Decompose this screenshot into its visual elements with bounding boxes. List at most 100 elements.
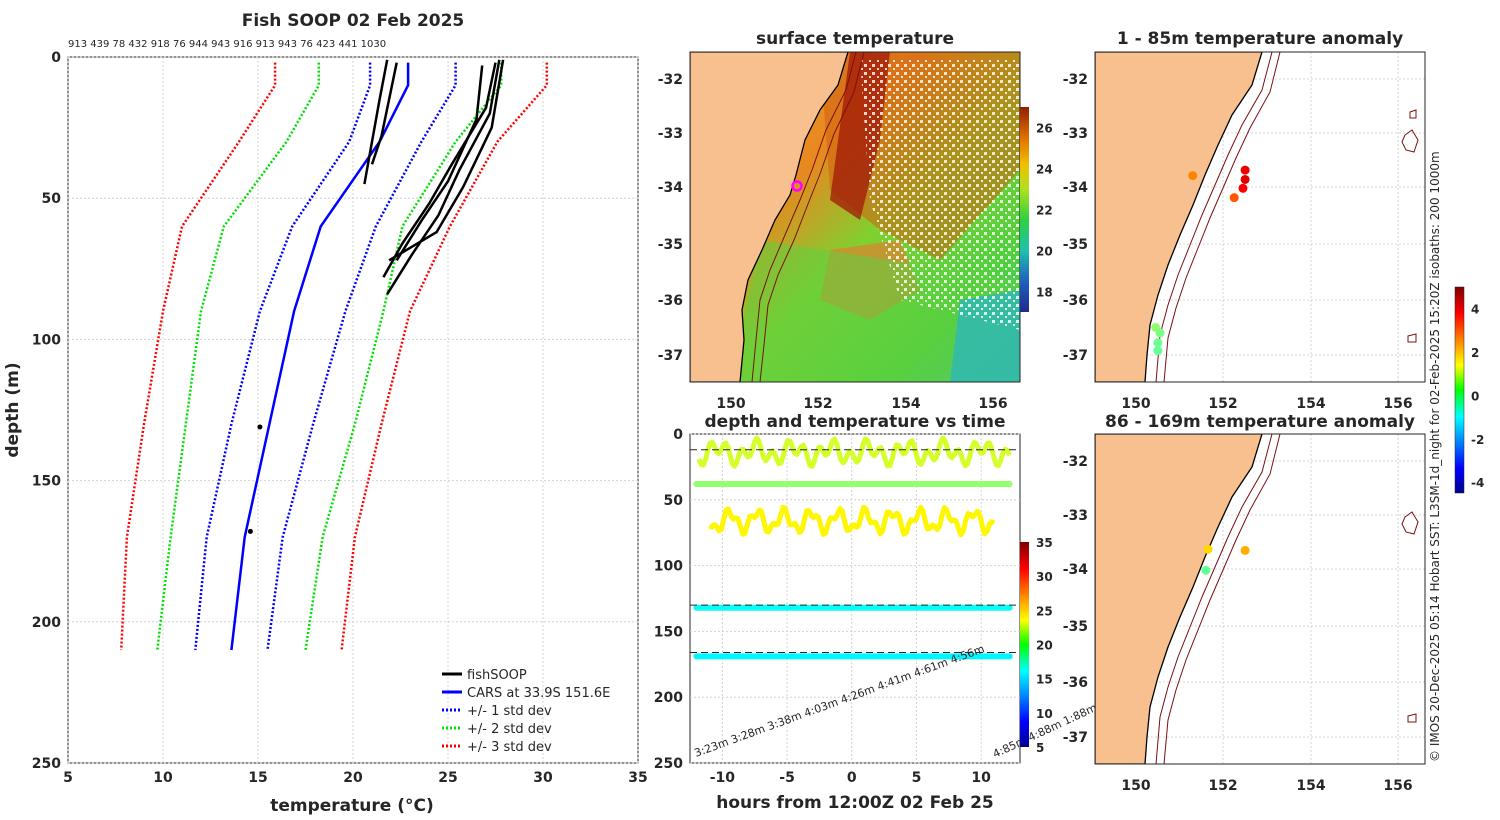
anomaly-ytick-label: -37 bbox=[1063, 730, 1088, 746]
legend-label-std3: +/- 3 std dev bbox=[467, 740, 552, 755]
time-colorbar-label: 25 bbox=[1036, 604, 1053, 618]
anomaly-xtick-label: 150 bbox=[1121, 778, 1150, 794]
time-title: depth and temperature vs time bbox=[705, 412, 1006, 432]
anomaly-xtick-label: 156 bbox=[1383, 778, 1412, 794]
anomaly-point bbox=[1155, 328, 1165, 338]
anomaly-shallow-axes-box bbox=[1094, 51, 1426, 383]
sst-colorbar-ticks: 26 24 22 20 18 bbox=[1036, 122, 1053, 300]
anomaly-deep-map bbox=[1095, 434, 1419, 764]
profile-xtick-label: 10 bbox=[153, 770, 173, 786]
anomaly-ytick-label: -32 bbox=[1063, 72, 1088, 88]
time-xtick-label: 10 bbox=[971, 770, 991, 786]
profile-xtick-label: 35 bbox=[628, 770, 647, 786]
legend-label-fishsoop: fishSOOP bbox=[467, 668, 527, 683]
profile-xtick-label: 30 bbox=[533, 770, 553, 786]
anomaly-colorbar-label: -2 bbox=[1471, 433, 1484, 447]
anomaly-shallow-isobath-1000 bbox=[1163, 52, 1281, 382]
anomaly-xtick-label: 150 bbox=[1121, 396, 1150, 412]
sst-colorbar-label: 24 bbox=[1036, 163, 1053, 177]
sst-map-panel: surface temperature 150 152 154 156 -32 -33 -3… bbox=[658, 29, 1053, 412]
profile-ytick-label: 150 bbox=[32, 474, 61, 490]
profile-xlabel: temperature (°C) bbox=[270, 796, 434, 816]
sst-land bbox=[690, 52, 849, 382]
profile-series-line bbox=[194, 62, 372, 651]
time-xlabel: hours from 12:00Z 02 Feb 25 bbox=[716, 793, 994, 813]
profile-ticks: 5 10 15 20 25 30 35 0 50 100 150 200 250 bbox=[32, 50, 648, 786]
time-colorbar-label: 10 bbox=[1036, 707, 1053, 721]
anomaly-ytick-label: -33 bbox=[1063, 508, 1088, 524]
sst-location-marker bbox=[791, 180, 803, 192]
profile-ytick-label: 250 bbox=[32, 756, 61, 772]
time-mid-trace bbox=[708, 504, 996, 538]
anomaly-deep-title: 86 - 169m temperature anomaly bbox=[1105, 412, 1415, 432]
sst-cloud-mask bbox=[860, 60, 1020, 330]
fishsoop-profile bbox=[382, 62, 497, 278]
anomaly-colorbar bbox=[1454, 286, 1465, 494]
anomaly-point bbox=[1240, 165, 1250, 175]
sst-title: surface temperature bbox=[756, 29, 954, 49]
sst-ytick-label: -33 bbox=[658, 126, 683, 142]
anomaly-point bbox=[1188, 171, 1198, 181]
sst-colorbar-label: 22 bbox=[1036, 204, 1053, 218]
time-data bbox=[690, 435, 1020, 660]
time-xtick-label: 5 bbox=[912, 770, 922, 786]
time-ytick-label: 150 bbox=[654, 624, 683, 640]
profile-series bbox=[119, 59, 549, 651]
time-axes-box bbox=[689, 433, 1021, 764]
legend-label-std1: +/- 1 std dev bbox=[467, 704, 552, 719]
anomaly-colorbar-label: 4 bbox=[1471, 303, 1479, 317]
anomaly-xtick-label: 154 bbox=[1296, 778, 1325, 794]
profile-panel: 5 10 15 20 25 30 35 0 50 100 150 200 250 Fish SOOP 0… bbox=[3, 11, 648, 816]
sst-colorbar bbox=[1020, 107, 1029, 312]
time-colorbar-label: 20 bbox=[1036, 639, 1053, 653]
sst-map-image bbox=[690, 52, 1020, 382]
fishsoop-profile bbox=[363, 59, 389, 185]
fishsoop-point bbox=[247, 528, 253, 534]
profile-ytick-label: 200 bbox=[32, 615, 61, 631]
sst-ytick-label: -35 bbox=[658, 237, 683, 253]
anomaly-ytick-label: -36 bbox=[1063, 675, 1088, 691]
anomaly-shallow-panel: 1 - 85m temperature anomaly 150 152 154 156… bbox=[1063, 29, 1426, 412]
sst-ytick-label: -37 bbox=[658, 348, 683, 364]
anomaly-shallow-seamount-a bbox=[1401, 129, 1419, 153]
legend-label-std2: +/- 2 std dev bbox=[467, 722, 552, 737]
anomaly-point bbox=[1201, 565, 1211, 575]
anomaly-shallow-isobath-200 bbox=[1155, 52, 1273, 382]
sst-ytick-label: -32 bbox=[658, 72, 683, 88]
anomaly-point bbox=[1153, 346, 1163, 356]
time-colorbar-label: 15 bbox=[1036, 673, 1053, 687]
sst-xtick-label: 152 bbox=[803, 396, 832, 412]
time-colorbar-label: 35 bbox=[1036, 536, 1053, 550]
profile-series-line bbox=[156, 62, 321, 651]
anomaly-deep-isobath-200 bbox=[1155, 434, 1273, 764]
sst-ytick-label: -36 bbox=[658, 293, 683, 309]
anomaly-shallow-seamount-b bbox=[1409, 109, 1417, 119]
fishsoop-profile bbox=[395, 65, 484, 261]
profile-ylabel: depth (m) bbox=[3, 362, 23, 457]
anomaly-deep-seamount-b bbox=[1407, 713, 1417, 723]
anomaly-ytick-label: -35 bbox=[1063, 619, 1088, 635]
profile-series-line bbox=[340, 62, 549, 651]
sst-ticks: 150 152 154 156 -32 -33 -34 -35 -36 -37 bbox=[658, 72, 1008, 412]
time-xtick-label: -10 bbox=[710, 770, 736, 786]
profile-ytick-label: 0 bbox=[51, 50, 61, 66]
anomaly-xtick-label: 154 bbox=[1296, 396, 1325, 412]
sst-xtick-label: 156 bbox=[978, 396, 1007, 412]
side-note: © IMOS 20-Dec-2025 05:14 Hobart SST: L3S… bbox=[1428, 151, 1442, 762]
anomaly-shallow-map bbox=[1095, 52, 1419, 382]
anomaly-ytick-label: -34 bbox=[1063, 562, 1089, 578]
time-ytick-label: 250 bbox=[654, 756, 683, 772]
sst-colorbar-label: 26 bbox=[1036, 122, 1053, 136]
anomaly-deep-ticks: 150 152 154 156 -32 -33 -34 -35 -36 -37 bbox=[1063, 454, 1413, 794]
anomaly-point bbox=[1203, 544, 1213, 554]
profile-title: Fish SOOP 02 Feb 2025 bbox=[242, 11, 465, 31]
anomaly-xtick-label: 152 bbox=[1208, 396, 1237, 412]
fishsoop-profile bbox=[386, 59, 501, 295]
fishsoop-profile bbox=[388, 59, 505, 262]
profile-xtick-label: 20 bbox=[343, 770, 363, 786]
anomaly-xtick-label: 156 bbox=[1383, 396, 1412, 412]
profile-series-line bbox=[304, 62, 503, 651]
anomaly-deep-land bbox=[1095, 434, 1263, 764]
